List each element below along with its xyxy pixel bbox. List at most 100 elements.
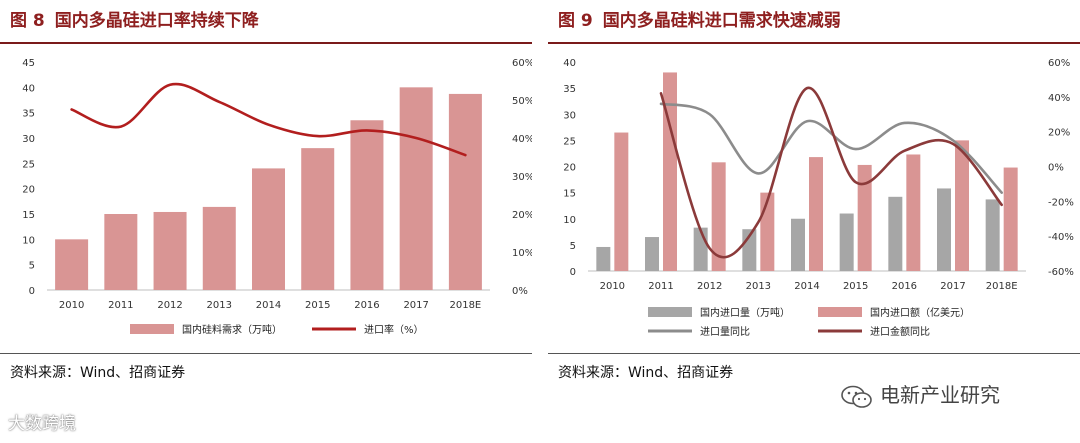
bar-1 [202,206,236,290]
wechat-watermark: 电新产业研究 [840,380,1000,410]
bar-1 [104,214,138,290]
y-left-tick-label: 5 [570,241,576,252]
y-left-tick-label: 35 [22,109,35,120]
figure-9-panel: 图 9 国内多晶硅料进口需求快速减弱 0 5 10 15 20 25 30 35 40 -60% -4… [548,0,1080,443]
x-tick-label: 2012 [157,300,182,311]
y-left-tick-label: 40 [563,58,576,69]
bar-2 [857,164,872,271]
legend-label: 国内进口额（亿美元） [870,306,970,319]
x-tick-label: 2015 [305,300,330,311]
title-rule [548,42,1080,44]
line-series-1 [70,82,467,157]
x-tick-label: 2013 [207,300,232,311]
legend-swatch-bar [130,324,174,334]
bar-1 [399,87,433,290]
legend-swatch-bar [818,307,862,317]
figure-9-source: 资料来源：Wind、招商证券 [558,365,734,381]
x-tick-label: 2011 [108,300,133,311]
figure-9-title-text: 国内多晶硅料进口需求快速减弱 [602,11,841,31]
bar-1 [301,148,335,290]
x-tick-label: 2015 [843,281,868,292]
bar-1 [153,211,187,290]
y-right-tick-label: 40% [1048,93,1070,104]
bar-1 [791,218,805,271]
brand-watermark-text: 大数跨境 [8,414,76,434]
figure-9-title: 图 9 国内多晶硅料进口需求快速减弱 [558,8,841,34]
wechat-watermark-text: 电新产业研究 [880,383,1000,407]
bar-2 [955,140,969,271]
bar-2 [1003,167,1018,271]
x-tick-label: 2018E [986,281,1018,292]
figure-8-panel: 图 8 国内多晶硅进口率持续下降 0 5 10 15 20 25 30 35 40 45 0% 10% 2… [0,0,532,443]
x-tick-label: 2012 [697,281,722,292]
y-left-tick-label: 0 [29,286,35,297]
x-tick-label: 2014 [794,281,819,292]
legend-label: 国内进口量（万吨） [700,306,790,319]
y-left-tick-label: 35 [563,84,576,95]
y-right-tick-label: 10% [512,248,532,259]
y-right-tick-label: 0% [512,286,528,297]
y-left-tick-label: 15 [22,210,35,221]
bar-2 [711,162,726,271]
legend-label: 进口率（%） [364,323,424,336]
line-series-2 [659,86,1003,259]
y-right-tick-label: 0% [1048,163,1064,174]
y-right-tick-label: 60% [512,58,532,69]
y-right-tick-label: 60% [1048,58,1070,69]
bar-1 [596,246,611,271]
figure-8-number: 图 8 [10,11,45,31]
x-tick-label: 2013 [746,281,771,292]
y-left-tick-label: 40 [22,83,35,94]
bar-2 [614,132,629,271]
x-tick-label: 2014 [256,300,281,311]
y-left-tick-label: 20 [563,163,576,174]
x-tick-label: 2011 [648,281,673,292]
y-right-tick-label: 20% [1048,128,1070,139]
y-left-tick-label: 5 [29,261,35,272]
x-tick-label: 2018E [449,300,481,311]
bar-2 [809,157,823,271]
y-left-tick-label: 25 [563,136,576,147]
bar-1 [448,93,482,290]
y-right-tick-label: 20% [512,210,532,221]
y-right-tick-label: -60% [1048,267,1074,278]
import-demand-chart: 0 5 10 15 20 25 30 35 40 -60% -40% -20% 0% 20% 40% 60% 2… [563,58,1074,338]
x-tick-label: 2010 [59,300,84,311]
bar-2 [906,154,921,271]
title-rule [0,42,532,44]
bar-2 [663,72,677,271]
bar-1 [888,196,903,271]
bar-1 [985,199,1000,271]
bar-1 [350,120,384,291]
y-left-tick-label: 30 [22,134,35,145]
y-left-tick-label: 10 [563,215,576,226]
wechat-icon [841,385,872,408]
figure-8-title: 图 8 国内多晶硅进口率持续下降 [10,8,259,34]
y-right-tick-label: 30% [512,172,532,183]
bar-1 [252,168,285,290]
bar-1 [839,213,854,271]
figure-8-source: 资料来源：Wind、招商证券 [10,365,186,381]
y-left-tick-label: 30 [563,110,576,121]
bar-1 [645,237,659,271]
bar-1 [693,227,708,271]
bar-1 [937,188,951,271]
legend-label: 进口金额同比 [870,325,930,338]
x-tick-label: 2016 [354,300,379,311]
figure-9-number: 图 9 [558,11,593,31]
y-left-tick-label: 20 [22,185,35,196]
line-series-1 [659,102,1003,194]
legend-label: 进口量同比 [700,326,750,338]
figure-8-title-text: 国内多晶硅进口率持续下降 [54,11,259,31]
y-right-tick-label: 50% [512,96,532,107]
y-left-tick-label: 10 [22,235,35,246]
x-tick-label: 2017 [940,281,965,292]
source-rule [548,353,1080,354]
y-left-tick-label: 0 [570,267,576,278]
y-right-tick-label: 40% [512,134,532,145]
y-right-tick-label: -20% [1048,197,1074,208]
legend-label: 国内硅料需求（万吨） [182,323,282,336]
x-tick-label: 2016 [892,281,917,292]
y-left-tick-label: 15 [563,189,576,200]
import-rate-chart: 0 5 10 15 20 25 30 35 40 45 0% 10% 20% 30% 40% 50% 60% 20… [22,58,532,336]
